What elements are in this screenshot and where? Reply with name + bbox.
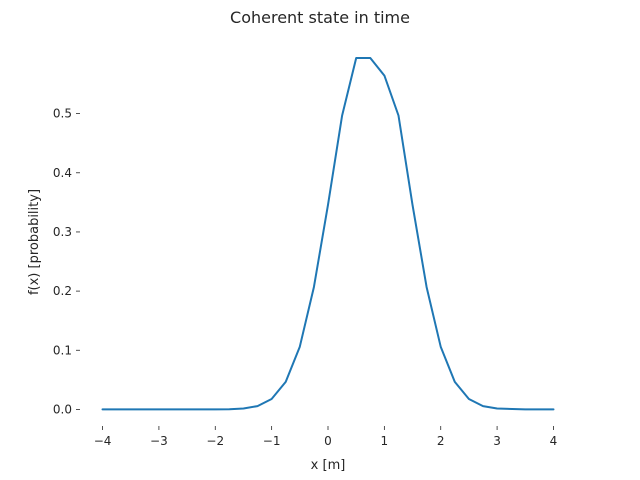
x-ticks: −4 −3 −2 −1 0 1 2 3 4 — [94, 426, 558, 448]
y-ticks: 0.0 0.1 0.2 0.3 0.4 0.5 — [53, 107, 80, 416]
y-tick-label: 0.3 — [53, 225, 72, 239]
x-tick-label: 0 — [324, 434, 332, 448]
x-tick-label: 2 — [437, 434, 445, 448]
series-line — [101, 57, 555, 411]
y-tick-label: 0.5 — [53, 107, 72, 121]
y-tick-label: 0.2 — [53, 284, 72, 298]
series-layer — [101, 57, 555, 411]
x-tick-label: 4 — [550, 434, 558, 448]
y-tick-label: 0.0 — [53, 402, 72, 416]
chart-title: Coherent state in time — [230, 8, 410, 27]
x-tick-label: −3 — [150, 434, 168, 448]
x-tick-label: 3 — [493, 434, 501, 448]
x-axis-label: x [m] — [311, 458, 346, 473]
x-tick-label: 1 — [381, 434, 389, 448]
y-axis-label: f(x) [probability] — [27, 189, 42, 295]
x-tick-label: −4 — [94, 434, 112, 448]
x-tick-label: −1 — [263, 434, 281, 448]
y-tick-label: 0.1 — [53, 343, 72, 357]
y-tick-label: 0.4 — [53, 166, 72, 180]
x-tick-label: −2 — [206, 434, 224, 448]
